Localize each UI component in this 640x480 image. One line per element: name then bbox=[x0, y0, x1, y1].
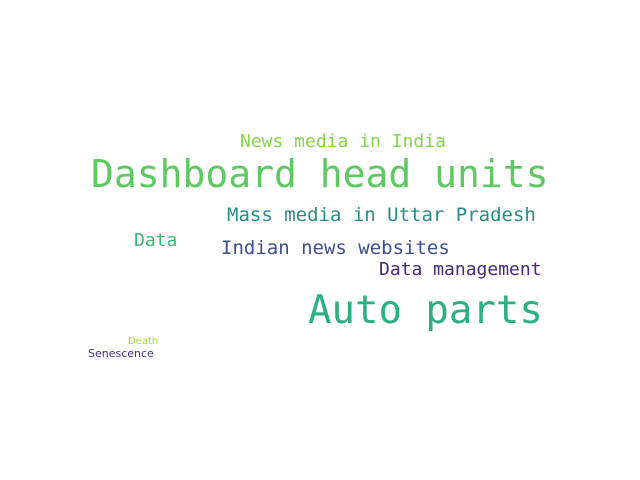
word-auto-parts: Auto parts bbox=[308, 288, 543, 333]
word-news-media-in-india: News media in India bbox=[240, 131, 446, 152]
word-death: Death bbox=[128, 336, 159, 347]
word-senescence: Senescence bbox=[88, 347, 154, 360]
word-dashboard-head-units: Dashboard head units bbox=[91, 152, 549, 196]
word-indian-news-websites: Indian news websites bbox=[221, 237, 450, 259]
word-data: Data bbox=[134, 230, 178, 251]
word-data-management: Data management bbox=[379, 259, 542, 280]
word-mass-media-in-uttar-pradesh: Mass media in Uttar Pradesh bbox=[227, 204, 536, 226]
